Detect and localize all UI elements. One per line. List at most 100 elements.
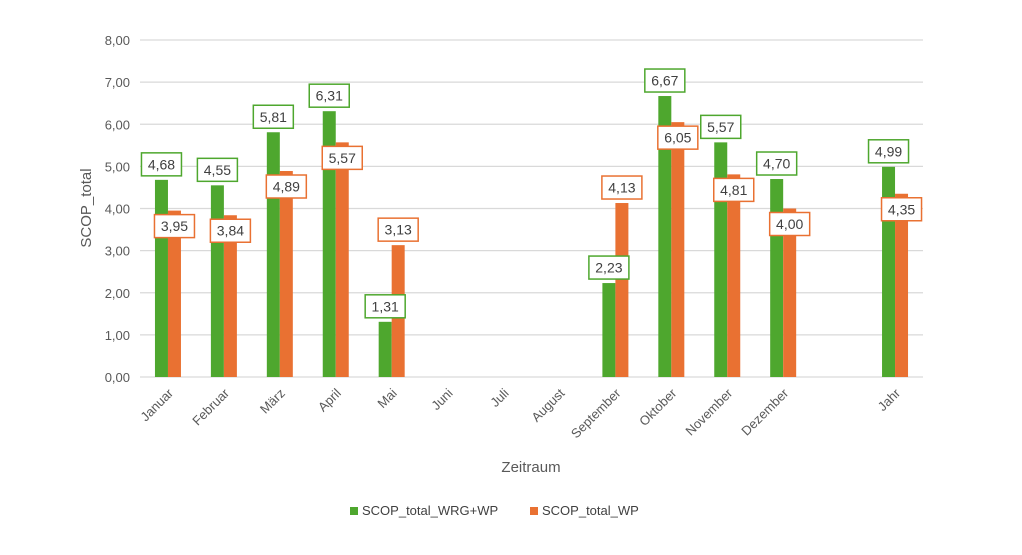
data-label-text: 2,23 (595, 260, 622, 276)
x-axis-title: Zeitraum (501, 459, 560, 476)
data-label: 3,13 (377, 217, 419, 242)
x-tick-label: August (528, 385, 567, 424)
data-label-box (140, 152, 183, 177)
legend-label: SCOP_total_WRG+WP (362, 503, 498, 518)
legend-swatch (530, 507, 538, 515)
data-label-box (377, 217, 419, 242)
data-label-box (252, 104, 295, 130)
x-tick-label: September (568, 385, 624, 441)
bar-wp (167, 210, 181, 377)
y-tick-label: 4,00 (105, 202, 130, 217)
data-label-text: 6,05 (664, 130, 691, 146)
bar-wp (783, 208, 797, 377)
x-axis-ticks: Januar Februar März April Mai Juni Juli August S… (137, 385, 903, 441)
legend-swatch (350, 507, 358, 515)
x-tick-label: Oktober (636, 385, 680, 429)
x-tick-label: Februar (189, 385, 232, 428)
y-tick-label: 6,00 (105, 117, 130, 132)
data-label-box (713, 177, 755, 203)
bar-wp (671, 122, 685, 377)
data-label-box (321, 145, 363, 171)
data-label: 4,13 (601, 175, 643, 200)
data-label: 5,57 (321, 145, 363, 171)
data-label-box (308, 83, 350, 108)
data-label: 4,89 (265, 174, 308, 199)
x-tick-label: März (257, 386, 288, 417)
y-tick-label: 1,00 (105, 328, 130, 343)
data-label: 1,31 (364, 294, 406, 319)
y-tick-label: 3,00 (105, 244, 130, 259)
data-label-text: 4,35 (888, 201, 915, 217)
bar-wp (335, 142, 349, 377)
data-labels: 4,68 3,95 4,55 3,84 5,81 4,89 6,31 5,57 1,31 3,13… (140, 68, 923, 319)
data-label-box (700, 114, 742, 140)
data-label-text: 4,89 (273, 179, 300, 195)
data-label: 4,55 (196, 157, 239, 183)
x-tick-label: Juli (487, 385, 511, 409)
data-label-text: 6,67 (651, 73, 678, 89)
data-label-box (644, 68, 686, 93)
data-label: 4,35 (880, 197, 923, 222)
data-label-text: 4,00 (776, 216, 803, 232)
x-tick-label: Januar (137, 385, 176, 424)
x-tick-label: November (682, 385, 735, 438)
data-label: 5,81 (252, 104, 295, 130)
x-tick-label: Mai (374, 385, 399, 410)
bar-wp (727, 174, 741, 377)
data-label: 4,81 (713, 177, 755, 203)
gridlines (140, 39, 923, 378)
data-label: 4,70 (755, 151, 798, 176)
data-label: 3,95 (153, 213, 196, 239)
data-label-text: 4,70 (763, 156, 790, 172)
bar-wrg-wp (154, 179, 168, 377)
x-tick-label: Dezember (738, 385, 791, 438)
bar-wrg-wp (210, 185, 224, 377)
data-label: 4,99 (867, 139, 910, 164)
bar-wp (615, 203, 629, 377)
data-label: 6,31 (308, 83, 350, 108)
data-label-box (265, 174, 308, 199)
bar-wrg-wp (378, 321, 392, 377)
bar-wrg-wp (322, 111, 336, 377)
data-label: 2,23 (588, 255, 630, 280)
data-label-text: 5,81 (260, 109, 287, 125)
y-tick-label: 7,00 (105, 75, 130, 90)
data-label-box (588, 255, 630, 280)
data-label: 4,00 (768, 211, 811, 237)
y-axis-title: SCOP_total (78, 168, 95, 247)
data-label: 4,68 (140, 152, 183, 177)
data-label-text: 1,31 (372, 298, 399, 314)
data-label-box (768, 211, 811, 237)
data-label-box (209, 218, 252, 243)
data-label-text: 3,13 (385, 222, 412, 238)
legend-item: SCOP_total_WP (530, 503, 639, 518)
data-label-box (153, 213, 196, 239)
data-label-box (867, 139, 910, 164)
data-label-box (364, 294, 406, 319)
data-label: 6,05 (657, 125, 699, 150)
data-label-text: 6,31 (316, 88, 343, 104)
data-label-text: 4,99 (875, 143, 902, 159)
bar-wrg-wp (770, 179, 784, 377)
data-label-box (601, 175, 643, 200)
data-label: 6,67 (644, 68, 686, 93)
data-label-box (880, 197, 923, 222)
data-label-text: 5,57 (707, 119, 734, 135)
data-label-text: 4,55 (204, 162, 231, 178)
data-label-box (196, 157, 239, 183)
data-label-text: 5,57 (329, 150, 356, 166)
data-label: 3,84 (209, 218, 252, 243)
data-label-text: 3,84 (217, 223, 244, 239)
data-label-text: 3,95 (161, 218, 188, 234)
data-label-text: 4,81 (720, 182, 747, 198)
legend-item: SCOP_total_WRG+WP (350, 503, 498, 518)
data-label-box (657, 125, 699, 150)
bar-wrg-wp (714, 142, 728, 377)
bar-wrg-wp (602, 283, 616, 377)
data-label: 5,57 (700, 114, 742, 140)
legend-label: SCOP_total_WP (542, 503, 639, 518)
bar-wp (895, 193, 909, 377)
y-axis-ticks: 0,00 1,00 2,00 3,00 4,00 5,00 6,00 7,00 8,00 (105, 33, 130, 385)
legend: SCOP_total_WRG+WP SCOP_total_WP (350, 503, 639, 518)
